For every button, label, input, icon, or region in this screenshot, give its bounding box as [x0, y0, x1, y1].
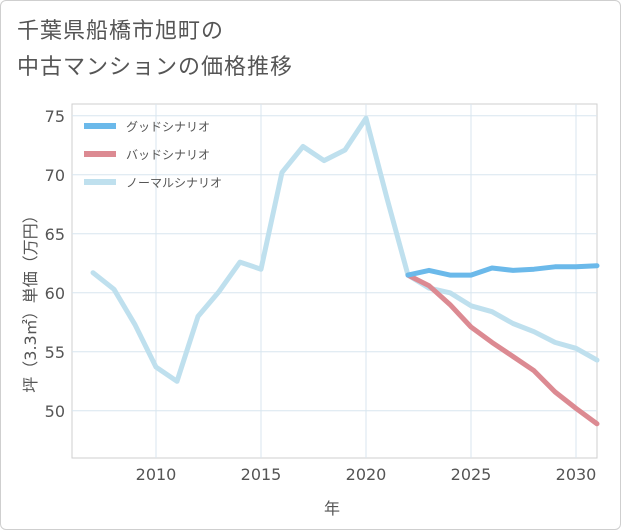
series-layer [90, 115, 600, 427]
y-axis-title: 坪（3.3㎡）単価（万円） [21, 207, 40, 392]
y-tick-label: 55 [45, 343, 65, 362]
y-tick-label: 65 [45, 225, 65, 244]
x-axis-title: 年 [324, 499, 340, 518]
x-tick-label: 2020 [346, 465, 387, 484]
plot-area [71, 103, 598, 459]
legend-label: バッドシナリオ [126, 148, 210, 162]
x-tick-label: 2025 [451, 465, 492, 484]
x-tick-label: 2015 [241, 465, 282, 484]
series-line-1 [405, 263, 600, 278]
x-tick-label: 2010 [136, 465, 177, 484]
axis-ticks: 50 55 60 65 70 75 2010 2015 2020 2025 2030 [45, 107, 597, 484]
y-tick-label: 75 [45, 107, 65, 126]
series-line-3 [90, 115, 600, 384]
legend-label: グッドシナリオ [126, 120, 210, 134]
chart-title-line-2: 中古マンションの価格推移 [17, 55, 294, 80]
x-tick-label: 2030 [556, 465, 597, 484]
chart-title-line-1: 千葉県船橋市旭町の [17, 19, 225, 44]
y-tick-label: 60 [45, 284, 65, 303]
y-tick-label: 70 [45, 166, 65, 185]
y-tick-label: 50 [45, 402, 65, 421]
series-line-2 [405, 272, 600, 427]
chart-title: 千葉県船橋市旭町の 中古マンションの価格推移 [17, 14, 293, 86]
legend-label: ノーマルシナリオ [126, 176, 222, 190]
